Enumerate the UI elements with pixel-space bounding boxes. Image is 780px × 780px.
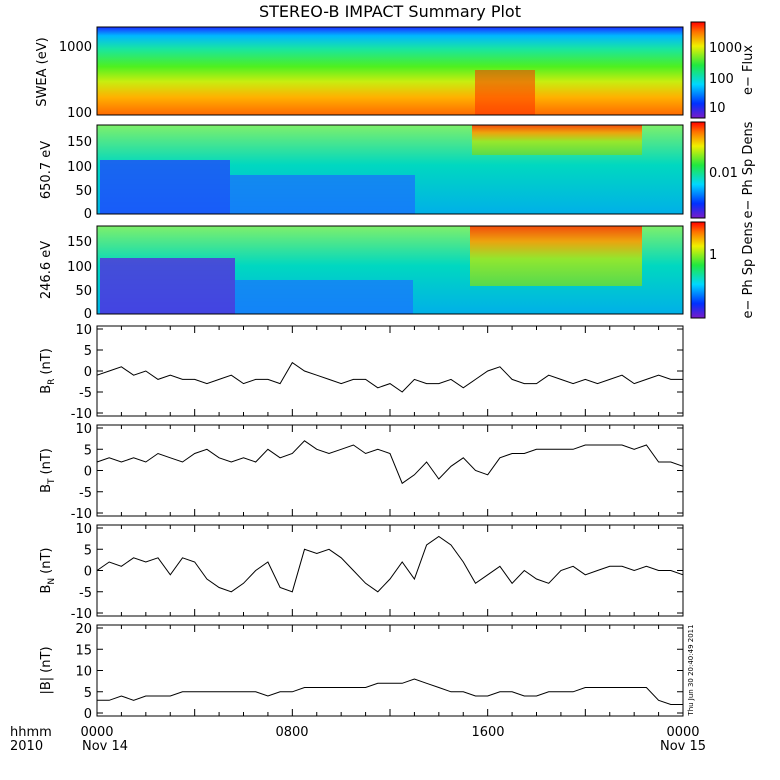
swea-colorbar-tick-1000: 1000 xyxy=(709,41,742,56)
pad650-ylabel: 650.7 eV xyxy=(39,141,54,199)
bn-ytick-label-1: 5 xyxy=(84,543,92,558)
pad650-hot-region xyxy=(472,125,642,155)
bmag-panel: 20 15 10 5 0 |B| (nT) xyxy=(39,622,684,722)
bt-ytick-label-3: -5 xyxy=(79,486,92,501)
bmag-ytick-label-1: 15 xyxy=(75,643,92,658)
pad650-ytick-50: 50 xyxy=(75,184,92,199)
pad246-spectrogram: 246.6 eV 150 100 50 0 1 e− Ph Sp Dens xyxy=(39,221,756,322)
pad246-lowpitch-region xyxy=(100,258,235,314)
date-end: Nov 15 xyxy=(660,739,706,754)
bt-ylabel-unit: (nT) xyxy=(39,448,54,474)
swea-colorbar-label: e− Flux xyxy=(741,45,756,95)
date-start: Nov 14 xyxy=(82,739,128,754)
bmag-frame xyxy=(96,624,684,717)
swea-ylabel: SWEA (eV) xyxy=(35,37,50,106)
magnetic-field-panels: 1050-5-10BR(nT)1050-5-10BT(nT)1050-5-10B… xyxy=(39,323,684,722)
pad246-ytick-100: 100 xyxy=(67,260,92,275)
bmag-ylabel-unit: (nT) xyxy=(39,646,54,672)
swea-colorbar xyxy=(690,21,706,119)
bn-panel: 10 5 0 -5 -10 BN (nT) xyxy=(39,522,684,622)
pad246-ytick-50: 50 xyxy=(75,284,92,299)
pad246-colorbar-label: e− Ph Sp Dens xyxy=(741,221,756,318)
bn-ylabel: BN (nT) xyxy=(39,548,57,594)
bn-ytick-label-4: -10 xyxy=(71,607,92,622)
pad650-ytick-100: 100 xyxy=(67,160,92,175)
br-ytick-label-1: 5 xyxy=(84,344,92,359)
bmag-ytick-label-3: 5 xyxy=(84,686,92,701)
bmag-ytick-label-0: 20 xyxy=(75,622,92,637)
pad246-colorbar xyxy=(690,221,706,319)
bt-frame xyxy=(96,424,684,517)
bt-series-line xyxy=(96,440,684,485)
br-panel: 10 5 0 -5 -10 BR (nT) xyxy=(39,323,684,422)
br-frame xyxy=(96,325,684,417)
pad246-colorbar-tick: 1 xyxy=(709,248,717,263)
pad650-spectrogram: 650.7 eV 150 100 50 0 0.01 e− Ph Sp Dens xyxy=(39,121,756,222)
bn-frame xyxy=(96,524,684,617)
xtick-0800: 0800 xyxy=(275,725,308,740)
plot-title: STEREO-B IMPACT Summary Plot xyxy=(259,2,521,21)
bt-ytick-label-2: 0 xyxy=(84,465,92,480)
bmag-ytick-label-4: 0 xyxy=(84,707,92,722)
pad650-heatmap-frame xyxy=(96,124,684,215)
bmag-series-line xyxy=(97,678,683,705)
bt-ylabel-main: B xyxy=(39,484,54,493)
bt-ylabel-sub: T xyxy=(47,478,57,485)
swea-ytick-100: 100 xyxy=(67,106,92,121)
swea-ytick-1000: 1000 xyxy=(59,40,92,55)
br-ytick-label-0: 10 xyxy=(75,323,92,338)
pad650-ytick-0: 0 xyxy=(84,207,92,222)
time-axis-footer: hhmm 2010 0000 0800 1600 0000 Nov 14 Nov… xyxy=(10,725,706,754)
br-ytick-label-2: 0 xyxy=(84,365,92,380)
br-ytick-label-4: -10 xyxy=(71,407,92,422)
bmag-ylabel-main: |B| xyxy=(39,677,54,695)
pad650-lowpitch-region-2 xyxy=(230,175,415,214)
pad246-heatmap-frame xyxy=(96,225,684,315)
br-ylabel-main: B xyxy=(39,385,54,394)
br-ytick-label-3: -5 xyxy=(79,386,92,401)
bmag-ytick-label-2: 10 xyxy=(75,665,92,680)
pad650-colorbar-label: e− Ph Sp Dens xyxy=(741,121,756,218)
xtick-0000-end: 0000 xyxy=(666,725,699,740)
pad246-ytick-0: 0 xyxy=(84,307,92,322)
xtick-0000-start: 0000 xyxy=(80,725,113,740)
generation-stamp: Thu Jun 30 20:40:49 2011 xyxy=(687,624,695,716)
bt-ytick-label-0: 10 xyxy=(75,422,92,437)
bmag-ylabel: |B| (nT) xyxy=(39,646,54,694)
year-label: 2010 xyxy=(10,739,43,754)
bt-ylabel: BT (nT) xyxy=(39,448,57,493)
swea-heatmap-frame xyxy=(96,26,684,116)
pad246-ylabel: 246.6 eV xyxy=(39,241,54,299)
swea-heatmap-band xyxy=(475,70,535,115)
pad246-hot-region xyxy=(470,226,642,286)
bn-ylabel-unit: (nT) xyxy=(39,548,54,574)
pad650-lowpitch-region xyxy=(100,160,230,214)
pad246-ytick-150: 150 xyxy=(67,235,92,250)
swea-spectrogram: SWEA (eV) 1000 100 1000 100 10 e− Flux xyxy=(35,21,756,121)
xtick-1600: 1600 xyxy=(471,725,504,740)
bt-panel: 10 5 0 -5 -10 BT (nT) xyxy=(39,422,684,522)
bn-ytick-label-2: 0 xyxy=(84,565,92,580)
bn-ytick-label-0: 10 xyxy=(75,522,92,537)
pad650-colorbar-tick: 0.01 xyxy=(709,166,738,181)
bt-ytick-label-1: 5 xyxy=(84,443,92,458)
br-ylabel: BR (nT) xyxy=(39,348,57,394)
br-series-line xyxy=(96,361,683,393)
br-ylabel-unit: (nT) xyxy=(39,348,54,374)
br-ylabel-sub: R xyxy=(47,379,57,385)
swea-colorbar-tick-100: 100 xyxy=(709,72,734,87)
swea-heatmap-fill xyxy=(97,27,683,115)
swea-colorbar-tick-10: 10 xyxy=(709,101,726,116)
pad650-colorbar xyxy=(690,121,706,219)
time-format-label: hhmm xyxy=(10,725,52,740)
pad650-ytick-150: 150 xyxy=(67,135,92,150)
bn-ytick-label-3: -5 xyxy=(79,586,92,601)
bn-ylabel-sub: N xyxy=(47,578,57,585)
bt-ytick-label-4: -10 xyxy=(71,507,92,522)
pad246-lowpitch-region-2 xyxy=(235,280,413,314)
bn-ylabel-main: B xyxy=(39,585,54,594)
bn-series-line xyxy=(96,535,684,593)
